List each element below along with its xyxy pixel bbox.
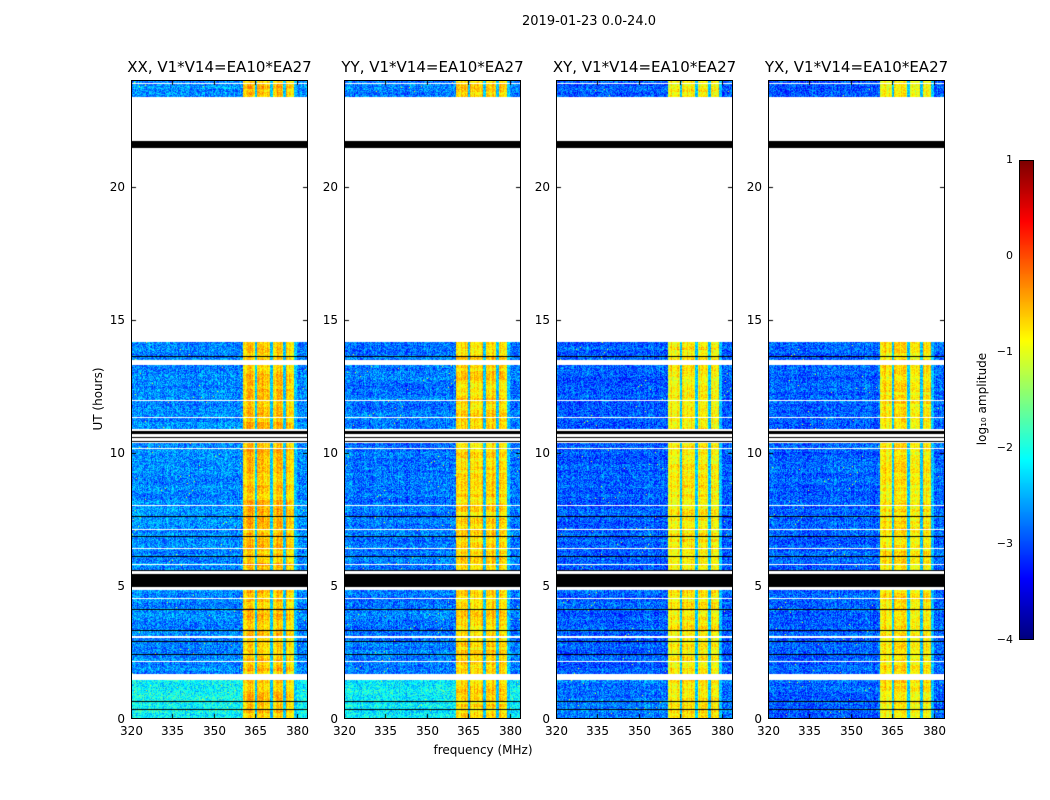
x-tick-label: 365 [457, 724, 480, 738]
x-tick-label: 365 [881, 724, 904, 738]
y-tick-label: 10 [109, 445, 125, 460]
colorbar-tick-label: −2 [996, 441, 1013, 454]
x-tick-label: 350 [628, 724, 651, 738]
y-tick-label: 15 [109, 312, 125, 327]
y-tick-label: 20 [746, 179, 762, 194]
heatmap-panel-3 [768, 80, 945, 719]
x-tick-label: 335 [798, 724, 821, 738]
x-tick-label: 380 [499, 724, 522, 738]
y-tick-label: 5 [330, 578, 338, 593]
y-tick-label: 0 [117, 711, 125, 726]
y-tick-label: 15 [534, 312, 550, 327]
y-tick-label: 10 [534, 445, 550, 460]
x-tick-label: 380 [711, 724, 734, 738]
y-tick-label: 20 [534, 179, 550, 194]
x-tick-label: 365 [669, 724, 692, 738]
y-tick-label: 10 [746, 445, 762, 460]
x-tick-label: 365 [244, 724, 267, 738]
x-tick-label: 335 [161, 724, 184, 738]
colorbar [1019, 160, 1034, 640]
x-tick-label: 335 [374, 724, 397, 738]
x-tick-label: 380 [923, 724, 946, 738]
y-axis-label: UT (hours) [91, 367, 105, 431]
panel-title: YY, V1*V14=EA10*EA27 [341, 58, 524, 76]
heatmap-panel-1 [344, 80, 521, 719]
heatmap-panel-2 [556, 80, 733, 719]
x-tick-label: 320 [545, 724, 568, 738]
colorbar-tick-label: −1 [996, 345, 1013, 358]
heatmap-cells [556, 80, 733, 719]
y-tick-label: 0 [330, 711, 338, 726]
panel-title: XX, V1*V14=EA10*EA27 [127, 58, 312, 76]
figure-title: 2019-01-23 0.0-24.0 [522, 14, 656, 29]
x-tick-label: 335 [586, 724, 609, 738]
heatmap-cells [344, 80, 521, 719]
panel-title: YX, V1*V14=EA10*EA27 [764, 58, 949, 76]
panel-title: XY, V1*V14=EA10*EA27 [552, 58, 737, 76]
x-tick-label: 350 [840, 724, 863, 738]
y-tick-label: 0 [754, 711, 762, 726]
y-tick-label: 0 [542, 711, 550, 726]
x-tick-label: 350 [203, 724, 226, 738]
x-tick-label: 320 [120, 724, 143, 738]
y-tick-label: 5 [542, 578, 550, 593]
y-tick-label: 10 [322, 445, 338, 460]
x-axis-label: frequency (MHz) [433, 743, 533, 757]
x-tick-label: 320 [333, 724, 356, 738]
colorbar-tick-label: −3 [996, 537, 1013, 550]
colorbar-tick-label: 1 [1006, 153, 1013, 166]
heatmap-cells [768, 80, 945, 719]
y-tick-label: 5 [117, 578, 125, 593]
y-tick-label: 20 [109, 179, 125, 194]
x-tick-label: 380 [286, 724, 309, 738]
x-tick-label: 350 [416, 724, 439, 738]
x-tick-label: 320 [757, 724, 780, 738]
colorbar-tick-label: −4 [996, 633, 1013, 646]
heatmap-cells [131, 80, 308, 719]
y-tick-label: 20 [322, 179, 338, 194]
heatmap-panel-0 [131, 80, 308, 719]
y-tick-label: 15 [746, 312, 762, 327]
y-tick-label: 5 [754, 578, 762, 593]
colorbar-tick-label: 0 [1006, 249, 1013, 262]
y-tick-label: 15 [322, 312, 338, 327]
